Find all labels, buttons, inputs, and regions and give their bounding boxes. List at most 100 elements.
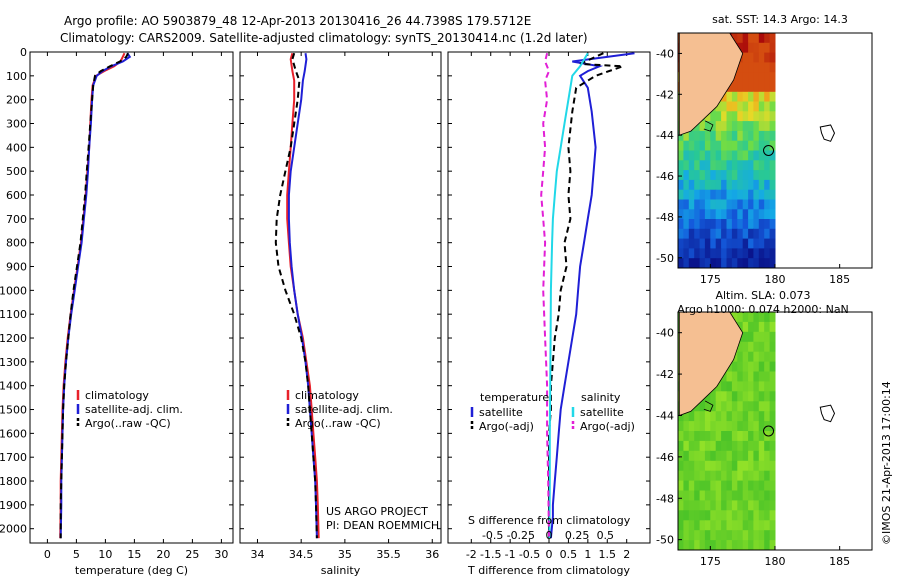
map-cell bbox=[715, 189, 722, 200]
map-cell bbox=[737, 248, 744, 259]
map-cell bbox=[742, 331, 749, 343]
map-cell bbox=[678, 450, 684, 462]
contour-line bbox=[703, 120, 714, 132]
map-cell bbox=[764, 258, 771, 269]
x-tick-label: 5 bbox=[73, 548, 80, 561]
map-cell bbox=[758, 140, 765, 151]
pi-annotation: PI: DEAN ROEMMICH bbox=[326, 519, 439, 532]
map-cell bbox=[742, 530, 749, 541]
map-cell bbox=[758, 219, 765, 230]
map-cell bbox=[710, 179, 717, 191]
x-tick-label: 30 bbox=[214, 548, 228, 561]
sla-map: -40 -42 -44 -46 -48 -50 175 180 185 Altim. SLA: 0… bbox=[656, 289, 873, 568]
map-cell bbox=[769, 101, 776, 112]
lat-tick-label: -48 bbox=[656, 211, 674, 224]
map-cell bbox=[704, 130, 711, 142]
map-cell bbox=[726, 480, 733, 491]
map-cell bbox=[694, 238, 701, 249]
map-cell bbox=[721, 411, 727, 422]
map-cell bbox=[753, 150, 760, 161]
map-cell bbox=[758, 101, 765, 112]
map-cell bbox=[731, 421, 738, 432]
map-cell bbox=[694, 199, 701, 210]
map-cell bbox=[748, 460, 754, 472]
map-cell bbox=[742, 490, 749, 501]
map-cell bbox=[731, 530, 738, 541]
map-cell bbox=[699, 179, 706, 191]
map-cell bbox=[737, 421, 744, 432]
map-cell bbox=[715, 490, 722, 501]
map-cell bbox=[758, 510, 765, 521]
map-cell bbox=[742, 421, 749, 432]
map-cell bbox=[748, 351, 754, 363]
map-cell bbox=[731, 500, 738, 511]
map-cell bbox=[678, 530, 684, 541]
map-cell bbox=[678, 470, 684, 482]
map-cell bbox=[753, 480, 760, 491]
map-cell bbox=[764, 62, 771, 73]
map-cell bbox=[704, 440, 711, 452]
map-cell bbox=[704, 219, 711, 230]
map-cell bbox=[748, 391, 754, 402]
depth-tick-label: 1700 bbox=[0, 451, 27, 464]
map-cell bbox=[742, 500, 749, 511]
map-cell bbox=[742, 371, 749, 382]
map-cell bbox=[769, 52, 776, 63]
map-cell bbox=[737, 351, 744, 363]
map-cell bbox=[748, 189, 754, 200]
lat-tick-label: -46 bbox=[656, 451, 674, 464]
map-cell bbox=[726, 401, 733, 412]
map-cell bbox=[699, 121, 706, 132]
map-cell bbox=[694, 130, 701, 142]
map-cell bbox=[748, 440, 754, 452]
map-cell bbox=[710, 130, 717, 142]
map-cell bbox=[704, 480, 711, 491]
map-cell bbox=[715, 140, 722, 151]
map-cell bbox=[721, 179, 727, 191]
map-cell bbox=[704, 431, 711, 442]
map-cell bbox=[742, 312, 749, 323]
s-tick-label: 0.5 bbox=[597, 529, 615, 542]
map-cell bbox=[748, 381, 754, 392]
map-cell bbox=[721, 160, 727, 171]
map-cell bbox=[678, 199, 684, 210]
map-cell bbox=[753, 460, 760, 472]
map-cell bbox=[726, 189, 733, 200]
map-cell bbox=[769, 91, 776, 103]
map-cell bbox=[742, 361, 749, 372]
map-cell bbox=[753, 160, 760, 171]
map-cell bbox=[737, 401, 744, 412]
map-cell bbox=[748, 520, 754, 531]
map-cell bbox=[758, 209, 765, 220]
map-cell bbox=[764, 160, 771, 171]
map-cell bbox=[710, 150, 717, 161]
map-cell bbox=[758, 490, 765, 501]
map-cell bbox=[731, 248, 738, 259]
map-cell bbox=[748, 500, 754, 511]
map-cell bbox=[737, 219, 744, 230]
map-cell bbox=[758, 470, 765, 482]
map-cell bbox=[715, 179, 722, 191]
map-cell bbox=[742, 140, 749, 151]
map-cell bbox=[731, 238, 738, 249]
map-cell bbox=[704, 140, 711, 151]
map-cell bbox=[704, 520, 711, 531]
map-cell bbox=[683, 189, 690, 200]
map-cell bbox=[726, 199, 733, 210]
map-cell bbox=[704, 199, 711, 210]
map-cell bbox=[753, 121, 760, 132]
map-cell bbox=[753, 470, 760, 482]
map-cell bbox=[721, 490, 727, 501]
map-cell bbox=[721, 121, 727, 132]
map-cell bbox=[758, 160, 765, 171]
map-cell bbox=[721, 540, 727, 551]
map-cell bbox=[726, 209, 733, 220]
map-cell bbox=[737, 520, 744, 531]
lat-tick-label: -44 bbox=[656, 129, 674, 142]
map-cell bbox=[753, 111, 760, 122]
map-cell bbox=[710, 520, 717, 531]
map-cell bbox=[742, 520, 749, 531]
map-subtitle: Argo h1000: 0.074 h2000: NaN bbox=[677, 303, 849, 316]
map-cell bbox=[737, 130, 744, 142]
